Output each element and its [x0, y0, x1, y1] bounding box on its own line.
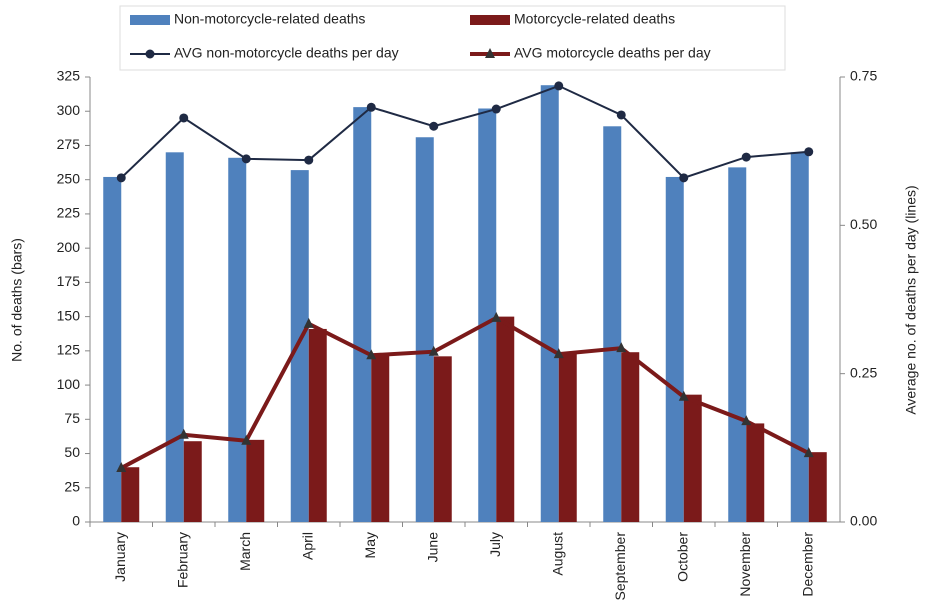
legend-marker — [485, 48, 495, 58]
bar — [228, 157, 247, 523]
legend-swatch — [470, 15, 510, 25]
bar — [746, 423, 765, 522]
line — [120, 315, 810, 470]
marker — [116, 173, 126, 183]
y-tick-label: 200 — [57, 239, 81, 255]
bar — [121, 467, 140, 522]
marker — [179, 113, 189, 123]
bar — [183, 441, 202, 522]
marker — [679, 173, 689, 183]
y-tick-label: 300 — [57, 102, 81, 118]
x-tick-label: November — [737, 532, 753, 597]
y-tick-label: 25 — [64, 478, 80, 494]
y-tick-label: 50 — [64, 444, 80, 460]
x-tick-label: August — [549, 532, 565, 576]
x-tick-label: October — [674, 532, 690, 582]
legend-label: AVG non-motorcycle deaths per day — [174, 45, 399, 61]
line — [120, 84, 809, 180]
bar — [308, 328, 327, 522]
bar — [165, 152, 184, 523]
x-tick-label: February — [174, 532, 190, 588]
x-tick-label: December — [799, 532, 815, 597]
legend-label: AVG motorcycle deaths per day — [514, 45, 711, 61]
x-tick-label: July — [487, 532, 503, 557]
x-tick-label: May — [362, 532, 378, 558]
y-tick-label: 325 — [57, 68, 81, 84]
y-tick-label: 225 — [57, 205, 81, 221]
y-tick-label: 75 — [64, 410, 80, 426]
marker — [241, 154, 251, 164]
bar — [808, 452, 827, 522]
marker — [554, 81, 564, 91]
marker — [428, 345, 439, 356]
y-tick-label: 125 — [57, 342, 81, 358]
y-axis-label: No. of deaths (bars) — [9, 238, 25, 362]
y-tick-label: 100 — [57, 376, 81, 392]
y2-tick-label: 0.50 — [850, 216, 877, 232]
y2-tick-label: 0.25 — [850, 364, 877, 380]
marker — [491, 104, 501, 114]
marker — [803, 447, 814, 458]
marker — [366, 349, 377, 360]
marker — [678, 390, 689, 401]
bar — [683, 394, 702, 522]
legend-label: Non-motorcycle-related deaths — [174, 11, 365, 27]
y-tick-label: 175 — [57, 273, 81, 289]
bar — [603, 126, 622, 523]
marker — [616, 110, 626, 120]
marker — [741, 415, 752, 426]
bar — [103, 176, 122, 522]
y2-tick-label: 0.00 — [850, 513, 877, 529]
y2-tick-label: 0.75 — [850, 68, 877, 84]
marker — [116, 462, 127, 473]
x-tick-label: April — [299, 532, 315, 560]
bar — [415, 137, 434, 522]
x-tick-label: September — [612, 532, 628, 601]
bar — [246, 439, 265, 522]
bar — [728, 167, 747, 522]
bar — [290, 170, 309, 522]
marker — [804, 147, 814, 157]
marker — [304, 155, 314, 165]
bar — [558, 352, 577, 522]
bar — [496, 316, 515, 522]
legend-label: Motorcycle-related deaths — [514, 11, 675, 27]
marker — [429, 121, 439, 131]
legend-swatch — [130, 15, 170, 25]
marker — [366, 102, 376, 112]
y-tick-label: 250 — [57, 170, 81, 186]
legend-box — [119, 5, 786, 71]
bar — [371, 354, 390, 522]
bar — [540, 85, 559, 522]
y-tick-label: 275 — [57, 136, 81, 152]
marker — [616, 342, 627, 353]
bar — [665, 176, 684, 522]
bar — [621, 352, 640, 522]
bar — [478, 108, 497, 522]
marker — [741, 152, 751, 162]
bar — [790, 152, 809, 523]
bar — [433, 356, 452, 522]
legend-marker — [145, 49, 155, 59]
marker — [241, 434, 252, 445]
x-tick-label: March — [237, 532, 253, 571]
y-tick-label: 150 — [57, 307, 81, 323]
y2-axis-label: Average no. of deaths per day (lines) — [903, 185, 919, 414]
marker — [178, 428, 189, 439]
marker — [553, 348, 564, 359]
x-tick-label: January — [112, 532, 128, 582]
bar — [353, 107, 372, 522]
marker — [303, 317, 314, 328]
x-tick-label: June — [424, 532, 440, 563]
y-tick-label: 0 — [72, 513, 80, 529]
marker — [491, 311, 502, 322]
